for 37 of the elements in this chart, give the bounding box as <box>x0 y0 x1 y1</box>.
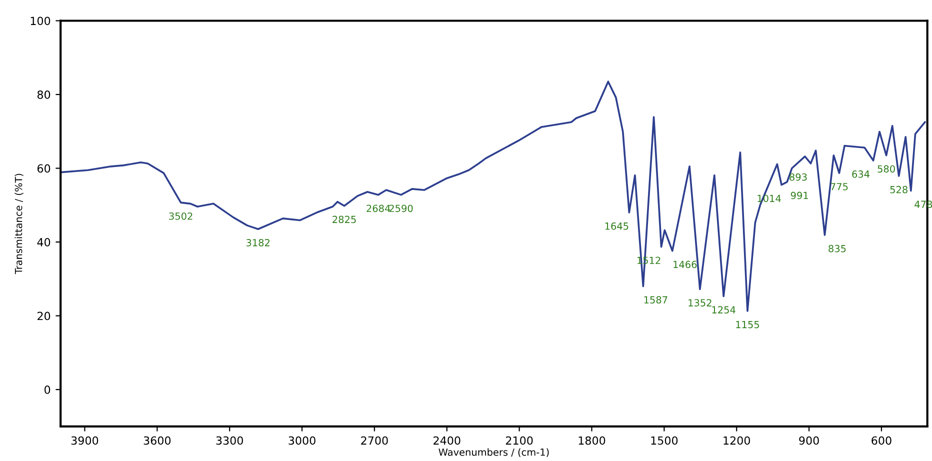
annotation: 835 <box>828 244 846 252</box>
y-tick-label: 0 <box>44 386 50 394</box>
x-tick-label: 3600 <box>144 436 171 445</box>
annotation: 1155 <box>736 321 759 328</box>
x-tick-label: 1500 <box>651 436 678 445</box>
annotation: 1466 <box>674 260 697 268</box>
y-tick-label: 80 <box>37 90 50 99</box>
annotation: 1587 <box>644 296 668 304</box>
x-tick-label: 900 <box>799 436 819 445</box>
x-tick-label: 600 <box>872 436 892 445</box>
y-tick-label: 100 <box>30 16 50 26</box>
x-tick-label: 1800 <box>578 436 606 445</box>
y-tick-label: 40 <box>37 238 50 246</box>
annotation: 2590 <box>389 204 413 212</box>
annotation: 893 <box>790 173 807 181</box>
y-tick-label: 60 <box>37 164 50 173</box>
annotation: 991 <box>790 192 808 200</box>
x-tick-label: 2100 <box>506 436 533 445</box>
x-axis-title: Wavenumbers / (cm-1) <box>438 448 549 457</box>
annotation: 2825 <box>332 216 356 224</box>
annotation: 1254 <box>712 306 736 314</box>
annotation: 634 <box>852 170 870 178</box>
y-axis-title: Transmittance / (%T) <box>14 174 24 274</box>
x-tick-label: 2700 <box>361 436 388 445</box>
annotation: 2684 <box>366 204 390 212</box>
annotation: 1352 <box>688 299 712 306</box>
x-tick-label: 1200 <box>724 436 750 445</box>
annotation: 528 <box>890 186 908 194</box>
x-tick-label: 3000 <box>288 436 316 445</box>
y-tick-label: 20 <box>38 312 50 320</box>
x-tick-label: 3900 <box>71 436 98 445</box>
annotation: 1645 <box>605 222 628 230</box>
annotation: 3502 <box>169 212 192 220</box>
x-tick-label: 2400 <box>434 436 460 445</box>
annotation: 3182 <box>246 239 270 246</box>
x-tick-label: 3300 <box>216 436 243 445</box>
annotation: 580 <box>878 165 895 173</box>
